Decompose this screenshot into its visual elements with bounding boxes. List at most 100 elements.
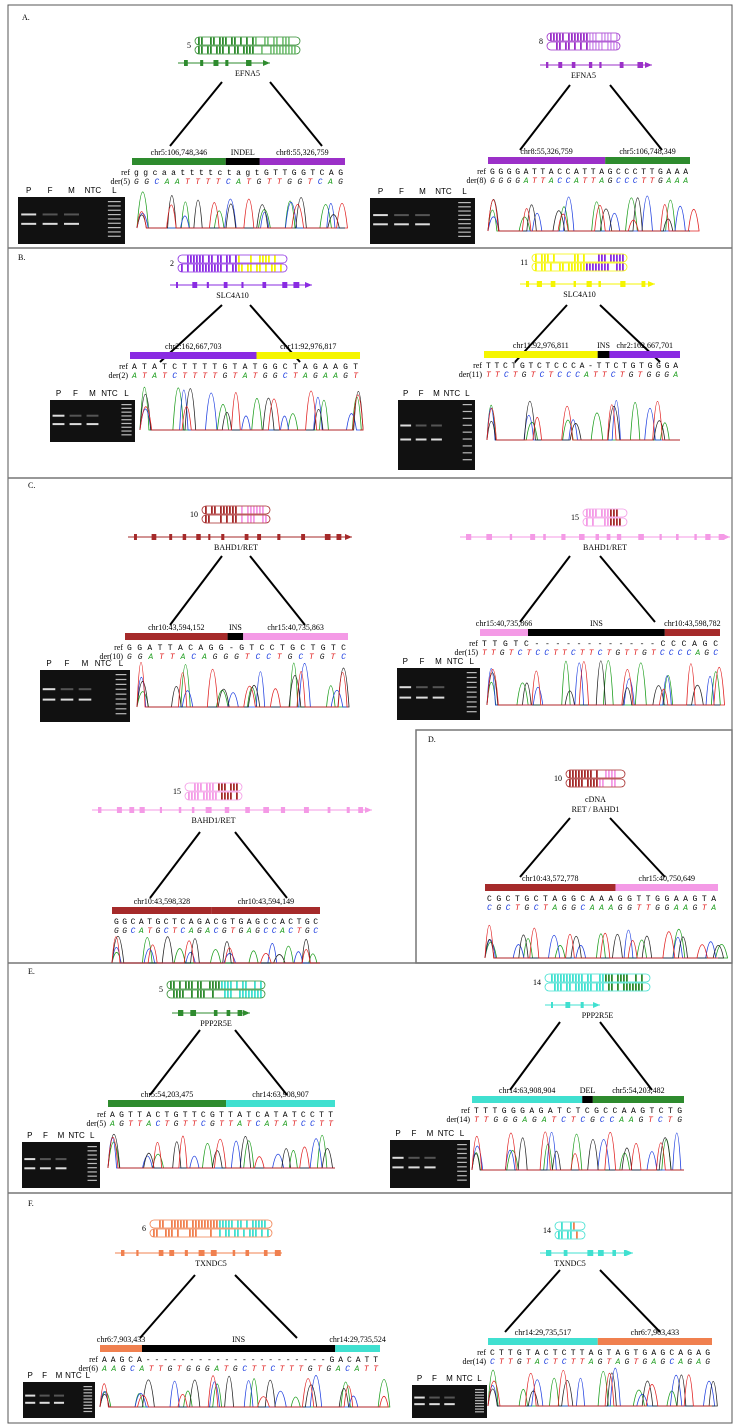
exon — [160, 807, 162, 813]
ideogram-band — [208, 265, 210, 272]
gel-band — [43, 213, 58, 215]
gel-band — [87, 423, 99, 425]
der-sequence: CTTGTACTCTTAGTAGTGAGCAGAG — [490, 1358, 710, 1367]
exon — [641, 281, 645, 287]
exon — [169, 1250, 174, 1256]
ideogram-band — [610, 255, 612, 262]
ideogram-band — [553, 255, 555, 262]
ideogram-band — [569, 780, 571, 787]
ideogram-band — [228, 38, 230, 45]
junction-segment — [472, 1096, 582, 1103]
lane-label: M — [58, 1131, 65, 1140]
zoom-line — [520, 85, 570, 150]
exon — [152, 534, 157, 540]
ideogram-band — [574, 255, 576, 262]
ideogram-band — [186, 1221, 188, 1228]
der-sequence: AAGCATTGTGGGATGCTTCTTTGTGACATT — [101, 1365, 379, 1374]
gene-label: RET / BAHD1 — [572, 805, 620, 814]
ideogram-band — [237, 1230, 239, 1237]
gel-image — [50, 400, 135, 442]
ladder-band — [121, 404, 131, 405]
der-label: der(8) — [466, 176, 486, 185]
ideogram-band — [186, 1230, 188, 1237]
gene-arrow — [243, 1010, 250, 1016]
ideogram-band — [228, 1230, 230, 1237]
lane-label: P — [56, 389, 61, 398]
ideogram-band — [228, 47, 230, 54]
ladder-band — [457, 1166, 467, 1167]
exon — [574, 281, 576, 287]
ideogram-band — [236, 982, 238, 989]
ideogram-band — [255, 1230, 257, 1237]
gel-band — [444, 1403, 455, 1405]
exon — [169, 534, 172, 540]
ideogram-band — [253, 507, 255, 514]
der-label: der(11) — [459, 370, 483, 379]
lane-label: L — [465, 389, 470, 398]
ideogram-band — [206, 793, 208, 800]
ladder-band — [83, 1411, 92, 1412]
ideogram-band — [593, 984, 595, 991]
ideogram-band — [622, 264, 624, 271]
der-label: der(14) — [462, 1357, 486, 1366]
ideogram-band — [598, 43, 600, 50]
chromatogram-trace — [487, 401, 680, 440]
gel-band — [21, 223, 36, 225]
ideogram-band — [583, 43, 585, 50]
zoom-line — [235, 832, 287, 898]
ideogram-band — [239, 982, 241, 989]
ideogram-band — [153, 1230, 155, 1237]
gene-arrow — [365, 807, 372, 813]
ideogram-band — [595, 519, 597, 526]
ideogram-band — [622, 519, 624, 526]
junction-segment — [528, 629, 665, 636]
ideogram-band — [227, 784, 229, 791]
ladder-band — [83, 1405, 92, 1406]
ideogram-band — [216, 38, 218, 45]
zoom-line — [170, 82, 222, 146]
exon — [543, 534, 546, 540]
ideogram-band — [276, 47, 278, 54]
ideogram-band — [190, 256, 192, 263]
ideogram-band — [177, 1230, 179, 1237]
gel-band — [431, 439, 442, 441]
chromatogram-trace — [488, 198, 690, 231]
ideogram-band — [595, 43, 597, 50]
ideogram-band — [202, 265, 204, 272]
ideogram-band — [196, 265, 198, 272]
ideogram-band — [619, 255, 621, 262]
ladder-band — [475, 1411, 484, 1412]
ideogram-band — [199, 265, 201, 272]
ideogram-band — [576, 1223, 578, 1230]
ideogram-band — [254, 991, 256, 998]
ladder-band — [121, 434, 131, 435]
ideogram-band — [604, 255, 606, 262]
ideogram-band — [204, 38, 206, 45]
ideogram-band — [233, 982, 235, 989]
ideogram-band — [252, 47, 254, 54]
ideogram-band — [613, 510, 615, 517]
lane-label: F — [419, 389, 424, 398]
ref-sequence: AAGCA---------------------GACATT — [102, 1356, 378, 1365]
ladder-band — [88, 1154, 97, 1155]
segment-label: INS — [229, 623, 242, 632]
segment-label: chr5:106,748,349 — [619, 147, 675, 156]
exon — [264, 1250, 268, 1256]
ladder-band — [457, 1180, 467, 1181]
exon — [579, 534, 585, 540]
ideogram-band — [246, 1221, 248, 1228]
ladder-band — [116, 694, 127, 695]
ideogram-band — [577, 43, 579, 50]
junction-segment — [335, 1345, 380, 1352]
ideogram-band — [294, 38, 296, 45]
ideogram-band — [256, 516, 258, 523]
chromosome-number: 8 — [539, 37, 543, 46]
ladder-band — [458, 232, 471, 233]
ideogram-band — [219, 1221, 221, 1228]
ideogram-band — [211, 265, 213, 272]
gene-arrow — [305, 282, 312, 288]
ideogram-band — [189, 1221, 191, 1228]
ideogram-band — [230, 982, 232, 989]
ideogram-band — [616, 43, 618, 50]
ideogram-band — [575, 975, 577, 982]
